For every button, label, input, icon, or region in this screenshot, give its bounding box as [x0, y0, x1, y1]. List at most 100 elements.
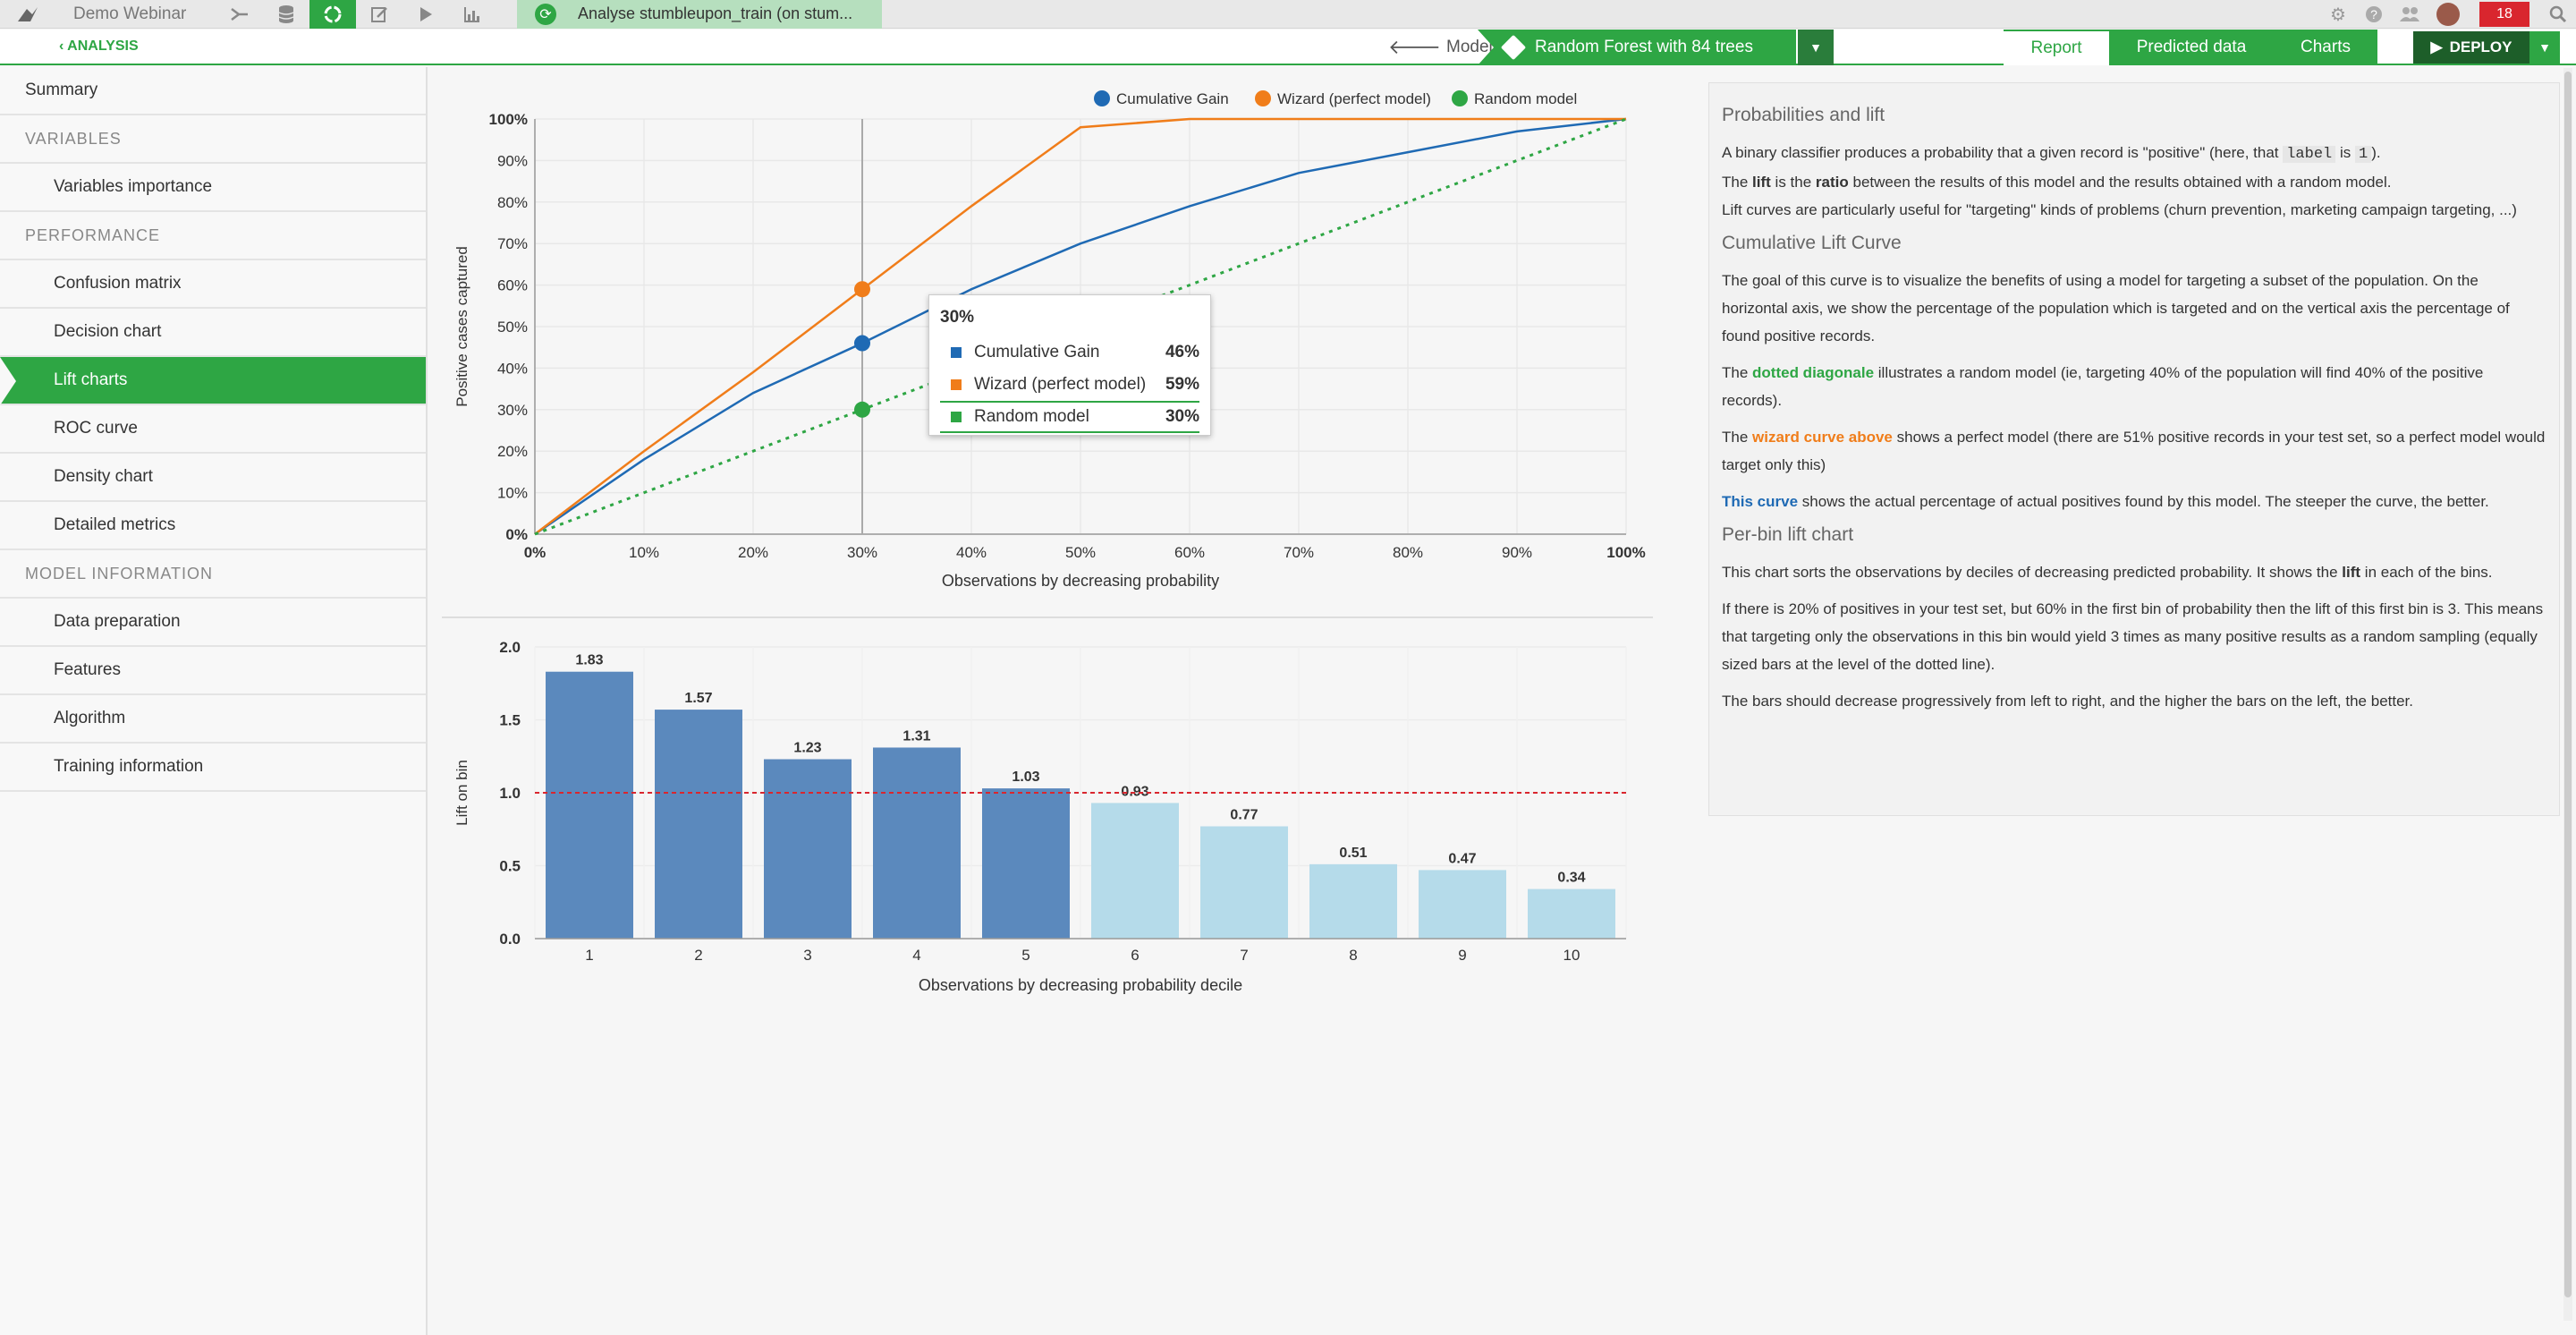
deploy-button[interactable]: ▶ DEPLOY: [2413, 31, 2529, 64]
info-bold: ratio: [1815, 174, 1849, 191]
active-analysis-tab[interactable]: ⟳ Analyse stumbleupon_train (on stum...: [517, 0, 882, 29]
tab-charts[interactable]: Charts: [2274, 30, 2377, 65]
tooltip-series-value: 59%: [1165, 375, 1199, 394]
models-link-label: Models: [1446, 38, 1502, 56]
bar: [1528, 889, 1615, 939]
y-tick-label: 1.5: [499, 712, 521, 729]
info-bold: lift: [2342, 564, 2361, 581]
help-icon[interactable]: ?: [2356, 0, 2392, 29]
charts-area: 0% 10% 20% 30% 40% 50% 60% 70% 80% 90% 100% 0% 10% 20…: [429, 67, 1690, 1069]
analysis-tab-label: Analyse stumbleupon_train (on stum...: [578, 4, 853, 22]
bar: [1419, 870, 1506, 939]
sidebar-item[interactable]: Data preparation: [0, 599, 426, 647]
legend-label: Random model: [1474, 90, 1577, 107]
datasets-icon[interactable]: [263, 0, 309, 29]
bar-value-label: 0.51: [1339, 846, 1367, 861]
tab-predicted-data[interactable]: Predicted data: [2109, 30, 2274, 65]
run-icon[interactable]: [402, 0, 449, 29]
y-tick-label: 2.0: [499, 639, 521, 656]
sidebar-item[interactable]: Training information: [0, 744, 426, 792]
model-name: Random Forest with 84 trees: [1535, 38, 1753, 56]
hover-point: [854, 401, 870, 418]
tab-report[interactable]: Report: [2004, 30, 2109, 65]
sidebar-item[interactable]: Lift charts: [0, 357, 426, 405]
x-tick-label: 50%: [1065, 544, 1096, 561]
scrollbar-thumb[interactable]: [2564, 72, 2572, 1297]
notification-badge[interactable]: 18: [2479, 2, 2529, 27]
deploy-label: DEPLOY: [2449, 38, 2512, 55]
tooltip-row: Cumulative Gain 46%: [940, 336, 1199, 369]
sidebar-item[interactable]: Decision chart: [0, 309, 426, 357]
x-tick-label: 80%: [1393, 544, 1423, 561]
bar-value-label: 1.83: [575, 653, 603, 668]
y-tick-label: 0.5: [499, 858, 521, 875]
x-tick-label: 0%: [524, 544, 547, 561]
sidebar-item[interactable]: Density chart: [0, 454, 426, 502]
x-tick-label: 1: [585, 947, 593, 964]
report-tabs: Report Predicted data Charts: [2004, 30, 2377, 65]
model-diamond-icon: [1500, 34, 1527, 61]
chart-tooltip: 30% Cumulative Gain 46% Wizard (perfect …: [928, 294, 1211, 436]
flow-icon[interactable]: [216, 0, 263, 29]
sidebar-item[interactable]: Confusion matrix: [0, 260, 426, 309]
model-subbar: ‹ ANALYSIS 🡐 Models Random Forest with 8…: [0, 30, 2576, 65]
info-paragraph: The dotted diagonale illustrates a rando…: [1722, 359, 2546, 414]
sidebar-item[interactable]: ROC curve: [0, 405, 426, 454]
y-tick-label: 20%: [497, 443, 528, 460]
charts-svg: 0% 10% 20% 30% 40% 50% 60% 70% 80% 90% 100%0%10%20…: [442, 90, 1653, 994]
back-arrow-icon: 🡐: [1388, 36, 1441, 58]
sidebar-item[interactable]: Summary: [0, 67, 426, 115]
code-value: 1: [2355, 146, 2372, 163]
y-tick-label: 0.0: [499, 931, 521, 948]
page-scrollbar[interactable]: [2563, 68, 2572, 1321]
x-tick-label: 2: [694, 947, 702, 964]
info-paragraph: A binary classifier produces a probabili…: [1722, 139, 2546, 224]
legend-marker: [1255, 90, 1271, 106]
sidebar-section-header: VARIABLES: [0, 115, 426, 164]
models-back-link[interactable]: 🡐 Models: [1388, 30, 1501, 65]
info-text: between the results of this model and th…: [1852, 174, 2392, 191]
info-paragraph: The bars should decrease progressively f…: [1722, 693, 2413, 710]
notebook-icon[interactable]: [356, 0, 402, 29]
y-axis-label: Lift on bin: [453, 760, 470, 826]
info-heading: Probabilities and lift: [1722, 105, 1885, 125]
bird-logo-icon[interactable]: [0, 0, 55, 29]
y-tick-label: 100%: [489, 111, 528, 128]
gear-icon[interactable]: ⚙: [2330, 4, 2346, 25]
svg-text:?: ?: [2370, 7, 2377, 21]
sidebar-item[interactable]: Detailed metrics: [0, 502, 426, 550]
info-bold: lift: [1752, 174, 1771, 191]
info-text: ).: [2371, 144, 2381, 161]
legend-marker: [1452, 90, 1468, 106]
x-tick-label: 30%: [847, 544, 877, 561]
chevron-down-icon[interactable]: ▼: [1798, 30, 1834, 65]
y-axis-label: Positive cases captured: [453, 246, 470, 407]
project-name[interactable]: Demo Webinar: [73, 4, 187, 23]
info-text: A binary classifier produces a probabili…: [1722, 144, 2279, 161]
bar: [1309, 863, 1397, 939]
y-tick-label: 90%: [497, 152, 528, 169]
x-tick-label: 10: [1563, 947, 1580, 964]
sidebar-item[interactable]: Features: [0, 647, 426, 695]
tooltip-title: 30%: [940, 308, 975, 327]
info-panel: Probabilities and lift A binary classifi…: [1708, 82, 2560, 816]
sidebar-item[interactable]: Algorithm: [0, 695, 426, 744]
series-swatch: [951, 379, 962, 390]
people-icon[interactable]: [2392, 0, 2428, 29]
analysis-breadcrumb[interactable]: ‹ ANALYSIS: [59, 38, 139, 54]
chevron-down-icon[interactable]: ▼: [2529, 31, 2560, 64]
info-text: is: [2339, 144, 2351, 161]
analysis-icon[interactable]: [309, 0, 356, 29]
avatar[interactable]: [2436, 3, 2460, 26]
bar-value-label: 0.77: [1230, 807, 1258, 822]
bar: [655, 710, 742, 939]
sidebar-item[interactable]: Variables importance: [0, 164, 426, 212]
dashboard-icon[interactable]: [449, 0, 496, 29]
search-icon[interactable]: [2540, 0, 2576, 29]
play-icon: ▶: [2430, 38, 2443, 55]
x-tick-label: 9: [1458, 947, 1466, 964]
info-heading: Cumulative Lift Curve: [1722, 233, 1902, 253]
tooltip-series-name: Random model: [974, 407, 1089, 426]
x-tick-label: 8: [1349, 947, 1357, 964]
model-name-tab[interactable]: Random Forest with 84 trees: [1478, 30, 1796, 65]
